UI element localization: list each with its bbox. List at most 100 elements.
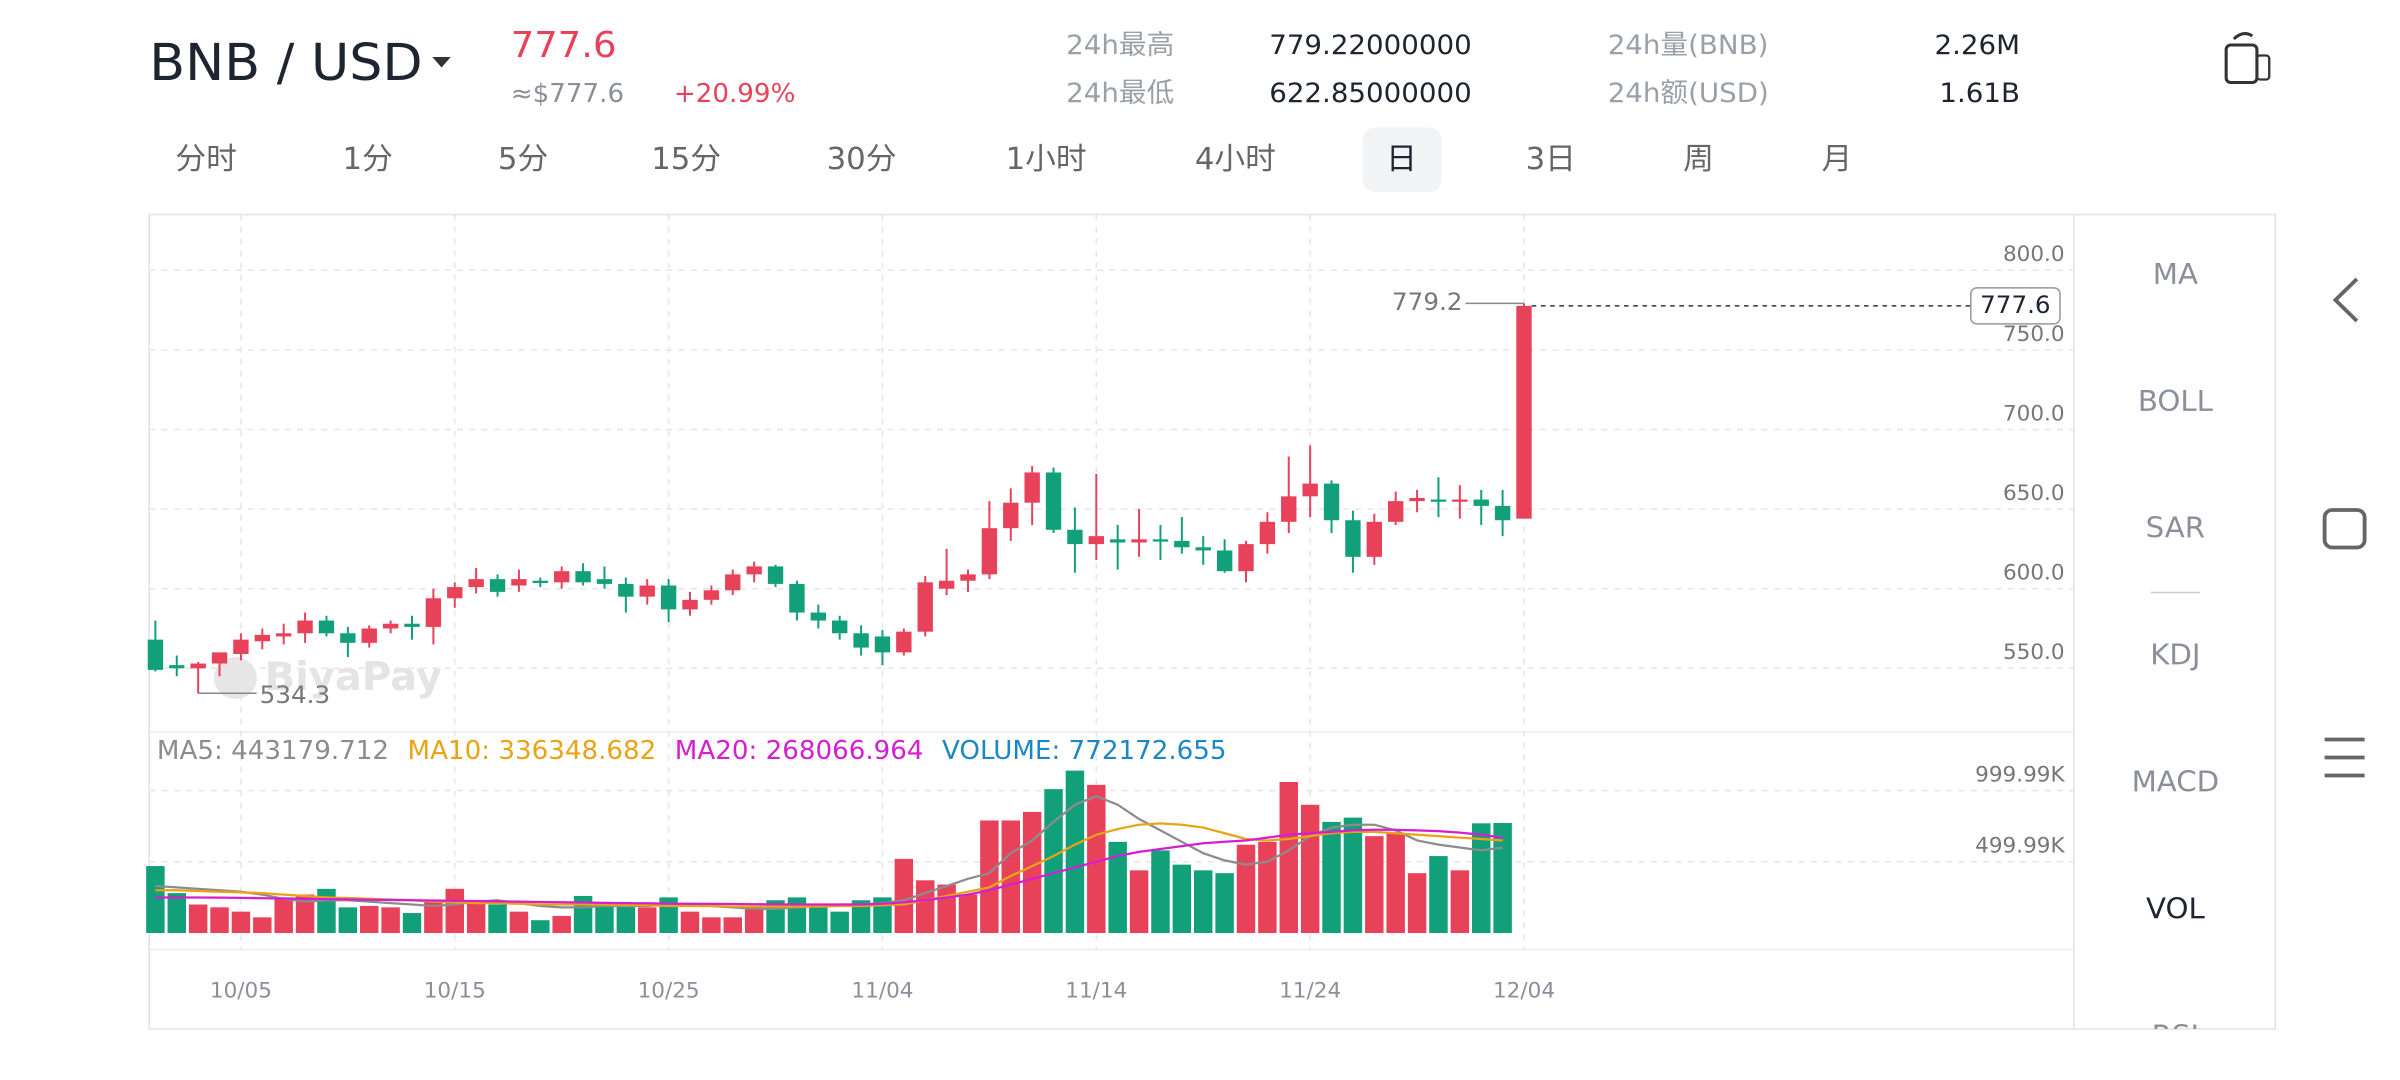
interval-tab[interactable]: 1小时 [1006, 142, 1087, 177]
volume-bar [1429, 856, 1448, 933]
candle-body [981, 528, 998, 575]
candle-body [853, 633, 869, 648]
y-tick-label: 600.0 [2003, 561, 2065, 586]
indicator-button[interactable]: BOLL [2138, 384, 2213, 418]
legend-entry: MA5: 443179.712 [157, 736, 389, 766]
menu-button[interactable] [2324, 737, 2365, 778]
y-tick-label: 999.99K [1975, 763, 2066, 788]
price-change: +20.99% [674, 79, 796, 109]
volume-bar [1215, 873, 1234, 933]
candle-body [1302, 483, 1318, 497]
volume-bar [1322, 821, 1341, 933]
x-tick-label: 11/14 [1065, 979, 1127, 1004]
interval-tab[interactable]: 30分 [827, 142, 897, 177]
volume-bar [231, 911, 251, 933]
x-tick-label: 10/05 [210, 979, 272, 1004]
volume-bar [188, 904, 208, 933]
candle-body [1174, 540, 1190, 548]
candle-body [532, 580, 548, 583]
volume-bar [1129, 870, 1149, 933]
candle-body [1195, 547, 1211, 551]
stat-label: 24h最高 [1066, 30, 1174, 61]
candle-body [382, 623, 399, 629]
volume-bar [787, 897, 807, 933]
indicator-button[interactable]: SAR [2146, 511, 2205, 545]
interval-tab[interactable]: 5分 [498, 142, 548, 177]
candle-body [468, 579, 484, 588]
candle-body [874, 636, 891, 653]
x-tick-label: 10/15 [424, 979, 486, 1004]
candle-body [703, 590, 720, 600]
legend-entry: MA10: 336348.682 [408, 736, 657, 766]
candle-body [596, 579, 613, 584]
pair-title[interactable]: BNB / USD [149, 33, 422, 92]
candle-body [1473, 499, 1489, 506]
volume-bar [1365, 836, 1384, 933]
candle-body [169, 665, 185, 669]
back-button[interactable] [2332, 277, 2359, 323]
indicator-button[interactable]: KDJ [2150, 638, 2200, 672]
legend-entry: VOLUME: 772172.655 [942, 736, 1227, 766]
candle-body [318, 620, 335, 634]
interval-tab[interactable]: 15分 [651, 142, 721, 177]
watermark-logo [213, 657, 257, 699]
volume-bar [958, 894, 978, 933]
candle-body [1216, 550, 1233, 572]
volume-bar [638, 907, 657, 933]
volume-bar [295, 894, 315, 933]
interval-tab[interactable]: 日 [1386, 142, 1417, 177]
candle-body [1045, 472, 1062, 530]
candle-body [938, 580, 955, 589]
interval-tab[interactable]: 4小时 [1195, 142, 1276, 177]
interval-tab[interactable]: 1分 [343, 142, 393, 177]
y-tick-label: 800.0 [2003, 242, 2065, 267]
interval-tab[interactable]: 周 [1683, 142, 1714, 177]
candle-body [1088, 536, 1104, 545]
interval-tab[interactable]: 分时 [175, 142, 237, 177]
last-price: 777.6 [511, 23, 617, 65]
indicator-button[interactable]: MA [2153, 257, 2198, 291]
volume-bar [1450, 870, 1470, 933]
candle-body [211, 652, 228, 664]
dropdown-icon[interactable] [432, 57, 451, 68]
watermark: BiyaPay [265, 654, 443, 699]
interval-tab[interactable]: 3日 [1526, 142, 1576, 177]
candle-body [1388, 501, 1404, 522]
volume-bar [317, 888, 336, 933]
indicator-button[interactable]: MACD [2132, 765, 2220, 799]
stat-value: 622.85000000 [1269, 78, 1471, 109]
rotate-icon[interactable] [2224, 32, 2271, 84]
volume-bar [702, 917, 721, 933]
volume-bar [509, 911, 529, 933]
volume-bar [210, 907, 229, 933]
candle-body [682, 599, 698, 610]
indicator-button[interactable]: RSI [2152, 1019, 2199, 1053]
candle-body [618, 583, 634, 597]
candle-body [1452, 499, 1468, 502]
stat-label: 24h最低 [1066, 78, 1174, 109]
volume-bar [980, 820, 999, 933]
indicator-button[interactable]: VOL [2146, 892, 2205, 926]
candle-body [1131, 539, 1147, 543]
low-label: 534.3 [260, 681, 330, 710]
stat-value: 1.61B [1939, 78, 2020, 109]
interval-tab[interactable]: 月 [1822, 142, 1853, 177]
candle-body [960, 574, 976, 581]
candle-body [1110, 539, 1126, 543]
y-tick-label: 499.99K [1975, 834, 2066, 859]
volume-bar [1493, 823, 1512, 933]
candle-body [554, 571, 570, 583]
candle-body [425, 598, 442, 627]
candle-body [1345, 520, 1361, 557]
candle-body [1494, 505, 1511, 521]
home-button[interactable] [2322, 508, 2367, 550]
volume-bar [1236, 844, 1256, 933]
volume-bar [616, 904, 636, 933]
candle-body [660, 585, 677, 610]
candle-body [1024, 472, 1040, 503]
volume-bar [937, 884, 956, 933]
volume-bar [167, 893, 186, 933]
candle-body [767, 566, 784, 584]
y-tick-label: 550.0 [2003, 640, 2065, 665]
volume-bar [402, 913, 422, 933]
